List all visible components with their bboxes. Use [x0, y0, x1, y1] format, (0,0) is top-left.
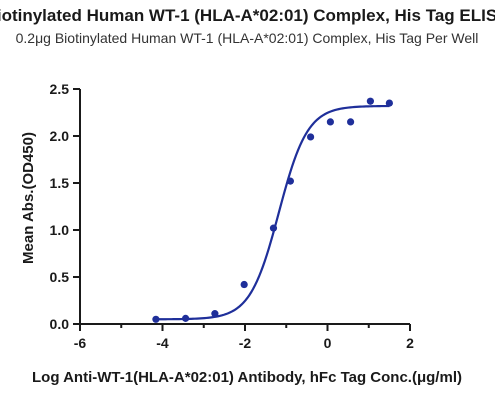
y-axis-label: Mean Abs.(OD450) [20, 132, 37, 264]
x-tick-label: -2 [239, 335, 252, 351]
x-axis-label: Log Anti-WT-1(HLA-A*02:01) Antibody, hFc… [32, 369, 462, 386]
data-point [385, 99, 393, 107]
plot-area [152, 97, 393, 323]
data-point [152, 315, 160, 323]
y-tick-label: 1.0 [50, 222, 70, 238]
y-tick-label: 0.0 [50, 316, 70, 332]
data-point [211, 310, 219, 318]
data-point [326, 118, 334, 126]
chart-subtitle: 0.2μg Biotinylated Human WT-1 (HLA-A*02:… [16, 30, 479, 46]
y-tick-label: 0.5 [50, 269, 70, 285]
y-tick-label: 2.5 [50, 81, 70, 97]
data-point [347, 118, 355, 126]
x-tick-label: -6 [74, 335, 87, 351]
chart-title: Biotinylated Human WT-1 (HLA-A*02:01) Co… [0, 6, 495, 25]
tick-labels: 0.0 0.5 1.0 1.5 2.0 2.5 -6 -4 -2 0 2 [50, 81, 415, 351]
x-tick-label: 0 [324, 335, 332, 351]
fit-curve [155, 104, 390, 321]
y-tick-label: 2.0 [50, 128, 70, 144]
x-tick-label: 2 [406, 335, 414, 351]
y-tick-label: 1.5 [50, 175, 70, 191]
axes [73, 88, 411, 331]
data-point [366, 97, 374, 105]
x-tick-label: -4 [156, 335, 169, 351]
data-point [182, 314, 190, 322]
data-point [286, 177, 294, 185]
data-point [306, 133, 315, 141]
data-point [240, 280, 248, 289]
data-point [269, 224, 278, 232]
